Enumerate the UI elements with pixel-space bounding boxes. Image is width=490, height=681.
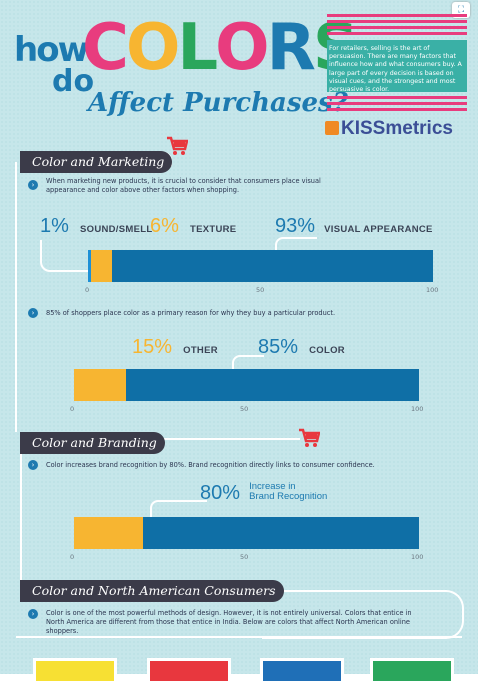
background	[0, 0, 478, 674]
tick-label: 100	[411, 405, 424, 413]
stat-label: TEXTURE	[190, 224, 237, 235]
stat-label: VISUAL APPEARANCE	[324, 224, 433, 235]
color-swatch	[370, 658, 454, 681]
tick-label: 100	[426, 286, 439, 294]
connector-line	[275, 237, 317, 251]
stat-pct: 6%	[150, 215, 179, 237]
bullet-arrow-icon: ›	[28, 609, 38, 619]
stat-pct: 93%	[275, 215, 316, 237]
intro-box	[327, 40, 467, 92]
connector-line	[15, 162, 17, 432]
tick-label: 0	[85, 286, 90, 294]
bullet-arrow-icon: ›	[28, 460, 38, 470]
bar-segment	[143, 517, 419, 549]
title-letter: O	[125, 11, 180, 85]
title-how: how	[14, 30, 89, 70]
branding-text: Color increases brand recognition by 80%…	[46, 461, 375, 469]
stat-label: OTHER	[183, 345, 218, 356]
shopping-cart-icon	[299, 428, 320, 447]
section-title-north-america: Color and North American Consumers	[20, 580, 284, 602]
marketing-text-2: 85% of shoppers place color as a primary…	[46, 309, 336, 317]
color-swatch	[260, 658, 344, 681]
stacked-bar-branding	[74, 517, 419, 549]
bar-segment	[74, 369, 126, 401]
color-swatch	[147, 658, 231, 681]
bullet-arrow-icon: ›	[28, 180, 38, 190]
intro-text: For retailers, selling is the art of per…	[329, 45, 462, 94]
bar-segment	[91, 250, 113, 282]
title-letter: O	[215, 11, 269, 85]
stat-brand-recognition: 80% Increase in Brand Recognition	[200, 482, 327, 505]
tick-label: 50	[256, 286, 265, 294]
stacked-bar-color	[74, 369, 419, 401]
section-title-branding: Color and Branding	[20, 432, 165, 454]
decorative-stripes-bottom	[327, 96, 467, 111]
title-letter: C	[82, 11, 129, 85]
bar-segment	[125, 369, 419, 401]
stat-label-line2: Brand Recognition	[249, 491, 328, 502]
tick-label: 100	[411, 553, 424, 561]
title-letter: L	[177, 11, 218, 85]
marketing-text: When marketing new products, it is cruci…	[46, 177, 321, 194]
tick-label: 0	[70, 553, 75, 561]
tick-label: 50	[240, 405, 249, 413]
connector-line	[262, 590, 464, 639]
stat-texture: 6% TEXTURE	[150, 215, 236, 238]
stacked-bar-marketing	[88, 250, 433, 282]
connector-line	[150, 500, 207, 518]
logo-kiss: KISS	[341, 118, 386, 139]
stat-visual-appearance: 93% VISUAL APPEARANCE	[275, 215, 433, 238]
stat-pct: 80%	[200, 482, 241, 504]
bullet-arrow-icon: ›	[28, 308, 38, 318]
kissmetrics-logo: KISSmetrics	[325, 118, 453, 140]
title-colors: COLORS	[82, 11, 359, 85]
north-america-text: Color is one of the most powerful method…	[46, 609, 412, 635]
logo-bars-icon	[325, 121, 339, 135]
stat-pct: 85%	[258, 336, 299, 358]
stat-label: COLOR	[309, 345, 345, 356]
bar-segment	[88, 250, 92, 282]
connector-line	[20, 450, 22, 580]
connector-line	[150, 438, 300, 440]
decorative-stripes-top	[327, 14, 467, 35]
shopping-cart-icon	[167, 136, 188, 155]
stat-color: 85% COLOR	[258, 336, 345, 359]
connector-line	[16, 636, 462, 638]
tick-label: 0	[70, 405, 75, 413]
tick-label: 50	[240, 553, 249, 561]
bar-segment	[74, 517, 143, 549]
logo-metrics: metrics	[385, 118, 453, 139]
stat-pct: 1%	[40, 215, 69, 237]
stat-other: 15% OTHER	[132, 336, 218, 359]
color-swatch	[33, 658, 117, 681]
title-letter: R	[266, 11, 316, 85]
connector-line	[232, 355, 264, 371]
stat-sound-smell: 1% SOUND/SMELL	[40, 215, 152, 238]
title-subtitle: Affect Purchases?	[88, 88, 348, 118]
title-do: do	[52, 64, 95, 99]
stat-label-line1: Increase in	[249, 481, 296, 492]
connector-line	[40, 240, 98, 272]
stat-pct: 15%	[132, 336, 173, 358]
bar-segment	[112, 250, 433, 282]
stat-label: SOUND/SMELL	[80, 224, 153, 235]
section-title-marketing: Color and Marketing	[20, 151, 173, 173]
